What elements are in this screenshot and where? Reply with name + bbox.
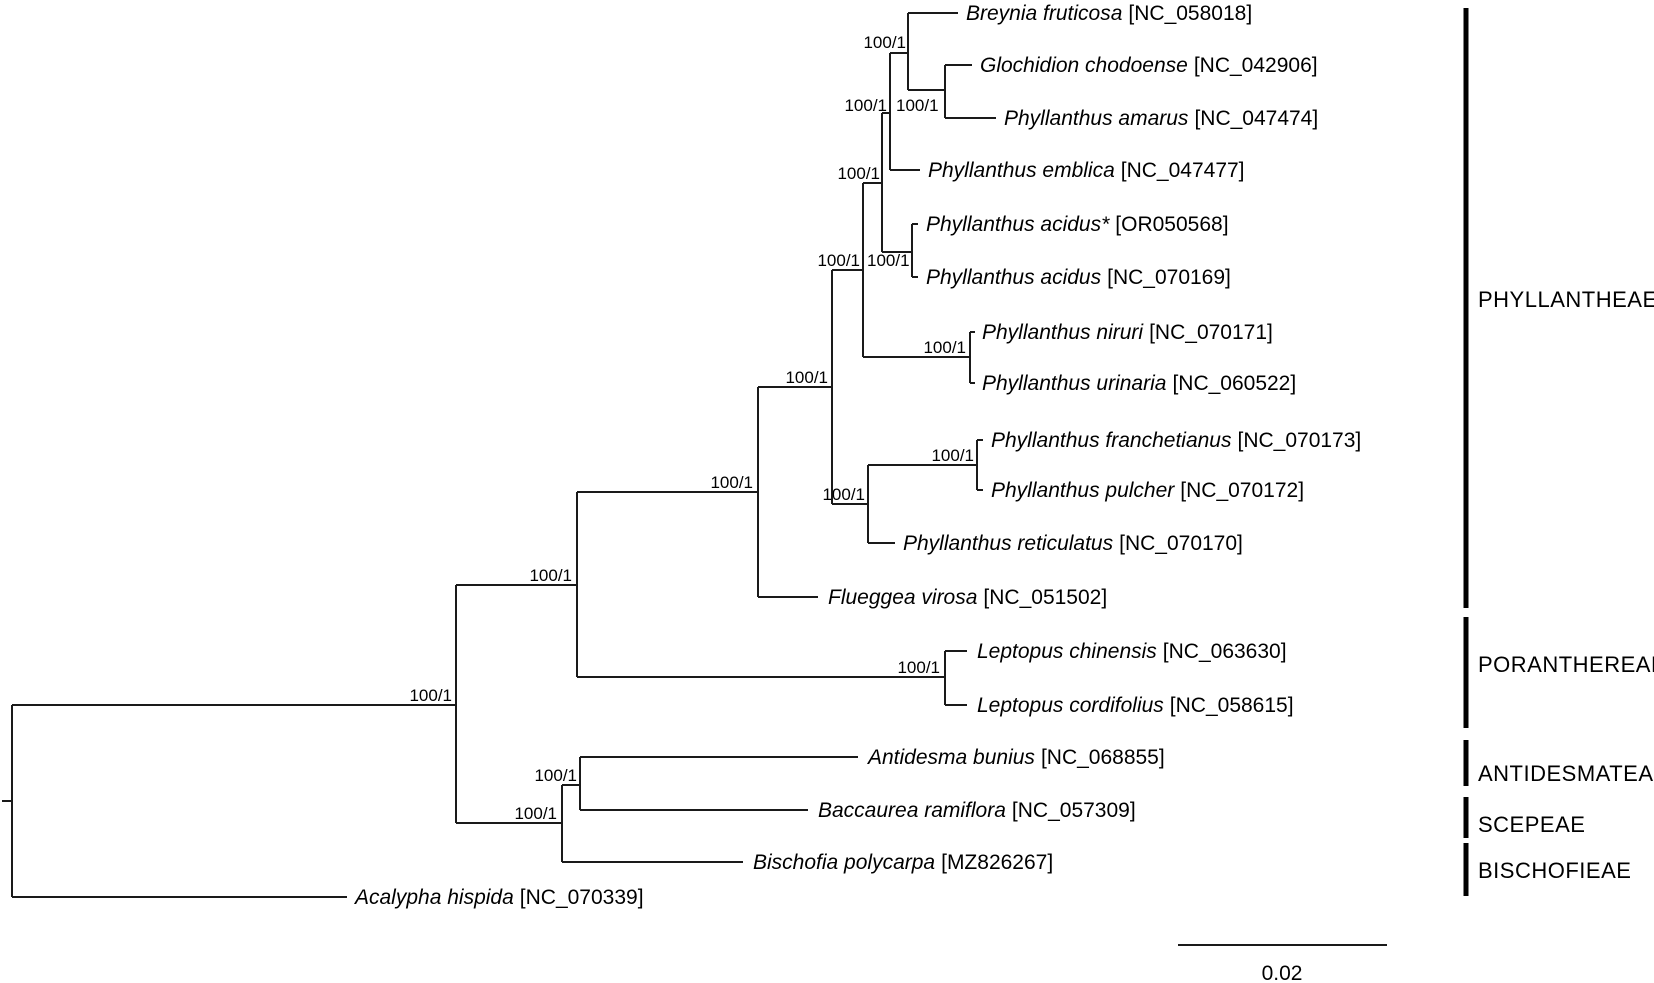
tree-branches <box>2 12 996 898</box>
tribe-label-antidesmateae: ANTIDESMATEAE <box>1478 761 1654 786</box>
taxon-label: Breynia fruticosa [NC_058018] <box>966 2 1252 25</box>
taxon-label: Phyllanthus reticulatus [NC_070170] <box>903 532 1243 555</box>
support-label: 100/1 <box>923 338 966 357</box>
support-label: 100/1 <box>863 33 906 52</box>
tribe-label-poranthereae: PORANTHEREAE <box>1478 652 1654 677</box>
support-label: 100/1 <box>822 485 865 504</box>
scale-bar: 0.02 <box>1178 944 1387 983</box>
support-label: 100/1 <box>931 446 974 465</box>
taxon-label: Baccaurea ramiflora [NC_057309] <box>818 799 1136 822</box>
support-label: 100/1 <box>837 164 880 183</box>
taxon-label: Bischofia polycarpa [MZ826267] <box>753 851 1053 874</box>
support-label: 100/1 <box>785 368 828 387</box>
tribe-label-phyllantheae: PHYLLANTHEAE <box>1478 287 1654 312</box>
taxon-label: Phyllanthus acidus [NC_070169] <box>926 266 1231 289</box>
taxon-label: Antidesma bunius [NC_068855] <box>866 746 1165 769</box>
support-label: 100/1 <box>710 473 753 492</box>
taxon-label: Glochidion chodoense [NC_042906] <box>980 54 1318 77</box>
tribe-label-bischofieae: BISCHOFIEAE <box>1478 858 1631 883</box>
taxon-label: Phyllanthus franchetianus [NC_070173] <box>991 429 1361 452</box>
scale-bar-label: 0.02 <box>1262 962 1303 983</box>
support-label: 100/1 <box>514 804 557 823</box>
taxon-label: Flueggea virosa [NC_051502] <box>828 586 1107 609</box>
taxon-label: Phyllanthus pulcher [NC_070172] <box>991 479 1304 502</box>
support-label: 100/1 <box>896 96 939 115</box>
taxon-label: Acalypha hispida [NC_070339] <box>353 886 644 909</box>
support-label: 100/1 <box>817 251 860 270</box>
taxon-label: Phyllanthus urinaria [NC_060522] <box>982 372 1296 395</box>
tribe-brackets: PHYLLANTHEAE PORANTHEREAE ANTIDESMATEAE … <box>1463 8 1654 896</box>
support-label: 100/1 <box>534 766 577 785</box>
taxon-label: Leptopus cordifolius [NC_058615] <box>977 694 1294 717</box>
taxon-labels: Breynia fruticosa [NC_058018] Glochidion … <box>353 2 1361 909</box>
support-label: 100/1 <box>897 658 940 677</box>
taxon-label: Phyllanthus amarus [NC_047474] <box>1004 107 1318 130</box>
support-label: 100/1 <box>844 96 887 115</box>
support-label: 100/1 <box>409 686 452 705</box>
tribe-label-scepeae: SCEPEAE <box>1478 812 1585 837</box>
taxon-label: Phyllanthus niruri [NC_070171] <box>982 321 1273 344</box>
taxon-label: Phyllanthus acidus* [OR050568] <box>926 213 1229 236</box>
taxon-label: Phyllanthus emblica [NC_047477] <box>928 159 1245 182</box>
support-label: 100/1 <box>867 251 910 270</box>
support-labels: 100/1 100/1 100/1 100/1 100/1 100/1 100/… <box>409 33 974 823</box>
support-label: 100/1 <box>529 566 572 585</box>
taxon-label: Leptopus chinensis [NC_063630] <box>977 640 1287 663</box>
